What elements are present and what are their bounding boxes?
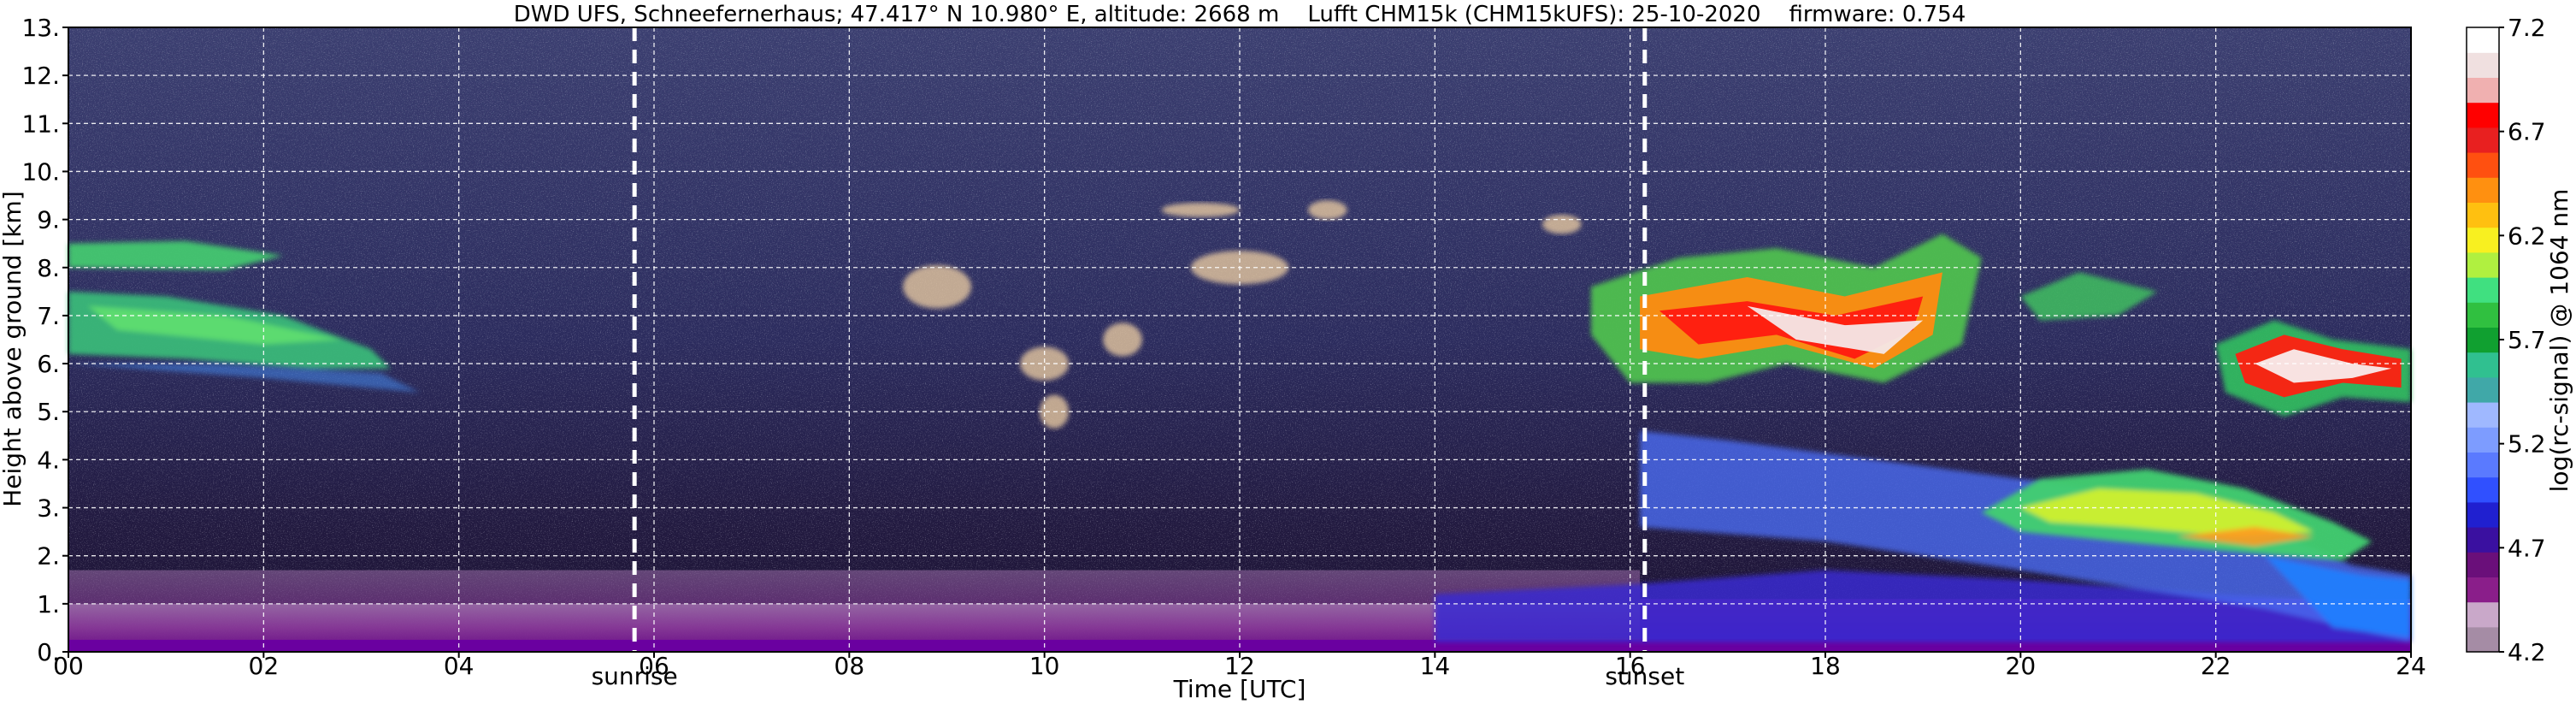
colorbar-segment <box>2467 577 2499 603</box>
colorbar-segment <box>2467 376 2499 403</box>
y-tick-label: 11. <box>21 109 60 138</box>
grid-lines <box>68 27 2411 652</box>
x-tick-label: 16 <box>1615 652 1646 680</box>
colorbar-segment <box>2467 277 2499 303</box>
x-tick-label: 12 <box>1224 652 1255 680</box>
colorbar-tick-label: 6.7 <box>2508 118 2546 146</box>
cloud-layer-lower-core <box>87 305 342 345</box>
cloud-layer-upper <box>68 240 284 270</box>
cloud-layer-fringe <box>68 364 420 393</box>
y-tick-label: 3. <box>37 494 60 523</box>
colorbar-tick-label: 6.2 <box>2508 222 2546 250</box>
aerosol-layer-yellow <box>2020 488 2314 537</box>
colorbar-label: log(rc-signal) @ 1064 nm <box>2545 189 2573 493</box>
aerosol-layer <box>1981 469 2373 561</box>
colorbar-segment <box>2467 27 2499 53</box>
cloud-fragment <box>1541 215 1582 234</box>
colorbar-segment <box>2467 102 2499 128</box>
colorbar-segment <box>2467 302 2499 328</box>
cloud-fragment <box>1020 346 1070 381</box>
colorbar-segment <box>2467 327 2499 353</box>
cloud-fragment <box>903 264 972 309</box>
colorbar-segment <box>2467 227 2499 253</box>
cloud-fragment <box>1307 200 1347 220</box>
colorbar-tick-label: 5.7 <box>2508 326 2546 354</box>
colorbar-segment <box>2467 601 2499 628</box>
y-tick-label: 9. <box>37 206 60 234</box>
x-tick-label: 02 <box>249 652 280 680</box>
colorbar: 4.2 4.7 5.2 5.7 6.2 6.7 7.2 <box>2466 14 2546 666</box>
x-tick-label: 14 <box>1420 652 1451 680</box>
morning-clouds <box>68 240 420 393</box>
y-tick-label: 10. <box>21 157 60 186</box>
x-axis-label: Time [UTC] <box>1173 675 1306 703</box>
colorbar-segment <box>2467 402 2499 428</box>
y-tick-label: 12. <box>21 62 60 90</box>
colorbar-segment <box>2467 452 2499 478</box>
colorbar-tick-label: 4.7 <box>2508 534 2546 562</box>
colorbar-tick-label: 4.2 <box>2508 638 2546 666</box>
late-ice-cloud <box>2215 320 2411 417</box>
y-tick-label: 4. <box>37 446 60 474</box>
boundary-layer-core <box>1435 570 2411 642</box>
colorbar-segment <box>2467 77 2499 104</box>
boundary-layer-bright <box>2264 555 2411 638</box>
y-tick-label: 5. <box>37 398 60 426</box>
event-markers: sunrise sunset <box>592 27 1684 690</box>
y-tick-label: 8. <box>37 254 60 282</box>
colorbar-segment <box>2467 501 2499 528</box>
x-tick-label: 04 <box>444 652 475 680</box>
colorbar-segment <box>2467 177 2499 203</box>
y-tick-label: 13. <box>21 14 60 42</box>
colorbar-segment <box>2467 527 2499 553</box>
boundary-layer <box>1435 430 2411 642</box>
x-tick-label: 18 <box>1810 652 1841 680</box>
x-tick-label: 10 <box>1029 652 1060 680</box>
evening-ice-cloud <box>1591 234 2158 383</box>
colorbar-tick-label: 5.2 <box>2508 430 2546 459</box>
x-tick-label: 00 <box>53 652 84 680</box>
x-tick-label: 20 <box>2006 652 2037 680</box>
x-tick-label: 08 <box>834 652 865 680</box>
colorbar-segment <box>2467 476 2499 503</box>
sunrise-label: sunrise <box>592 662 678 690</box>
x-tick-label: 06 <box>639 652 669 680</box>
colorbar-segment <box>2467 626 2499 653</box>
cloud-fragment <box>1161 202 1241 217</box>
x-tick-label: 24 <box>2396 652 2426 680</box>
colorbar-segment <box>2467 52 2499 78</box>
colorbar-segment <box>2467 251 2499 278</box>
y-tick-label: 0. <box>37 638 60 666</box>
boundary-layer-blue <box>1640 430 2411 642</box>
colorbar-segment <box>2467 352 2499 378</box>
y-tick-label: 1. <box>37 590 60 618</box>
colorbar-segment <box>2467 202 2499 228</box>
late-cloud-core <box>2255 349 2392 383</box>
y-tick-label: 2. <box>37 542 60 571</box>
colorbar-segment <box>2467 152 2499 178</box>
y-axis-label: Height above ground [km] <box>0 191 27 507</box>
colorbar-segment <box>2467 427 2499 453</box>
y-tick-label: 7. <box>37 302 60 330</box>
colorbar-segment <box>2467 127 2499 153</box>
sunset-label: sunset <box>1605 662 1684 690</box>
cloud-fragment <box>1103 322 1142 357</box>
aerosol-layer-orange <box>2177 527 2314 547</box>
colorbar-tick-label: 7.2 <box>2508 14 2546 42</box>
y-tick-label: 6. <box>37 350 60 378</box>
colorbar-segment <box>2467 552 2499 577</box>
tick-labels: 00 02 04 06 08 10 12 14 16 18 20 22 24 0. 1. 2. 3. 4. 5. 6.… <box>21 14 2426 680</box>
chart-title: DWD UFS, Schneefernerhaus; 47.417° N 10.… <box>514 2 1966 27</box>
ice-cloud-core <box>1747 305 1924 354</box>
ice-cloud-fragment <box>2020 272 2158 321</box>
x-tick-label: 22 <box>2201 652 2231 680</box>
